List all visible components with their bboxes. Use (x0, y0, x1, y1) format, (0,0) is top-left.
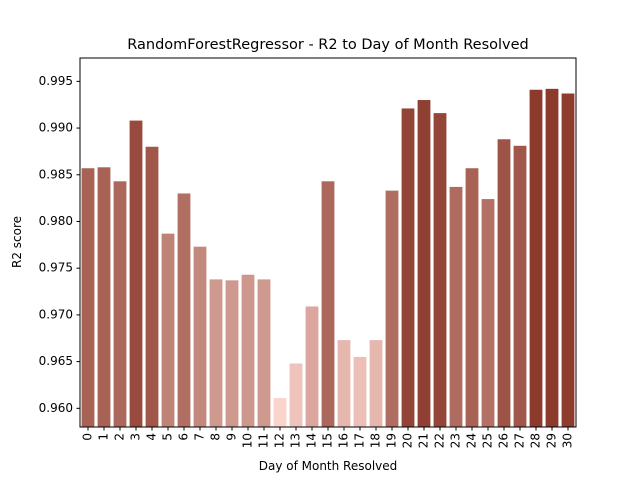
x-tick-label: 14 (305, 433, 319, 448)
bar-day-7 (193, 246, 207, 427)
x-tick-label: 13 (289, 433, 303, 448)
bar-day-19 (385, 190, 399, 427)
bar-day-17 (353, 356, 367, 427)
x-tick-label: 10 (241, 433, 255, 448)
bar-day-8 (209, 279, 223, 427)
bars-layer (81, 88, 575, 428)
x-tick-label: 0 (81, 433, 95, 441)
x-tick-label: 17 (353, 433, 367, 448)
bar-day-3 (129, 120, 143, 427)
bar-day-9 (225, 280, 239, 427)
y-tick-label: 0.965 (39, 354, 73, 368)
bar-day-16 (337, 340, 351, 427)
x-tick-label: 23 (449, 433, 463, 448)
bar-day-6 (177, 193, 191, 427)
bar-day-18 (369, 340, 383, 427)
x-tick-label: 26 (497, 433, 511, 448)
x-tick-label: 22 (433, 433, 447, 448)
x-tick-label: 5 (161, 433, 175, 441)
x-tick-label: 18 (369, 433, 383, 448)
bar-day-22 (433, 113, 447, 428)
x-tick-label: 21 (417, 433, 431, 448)
x-tick-label: 24 (465, 433, 479, 448)
bar-day-12 (273, 398, 287, 427)
y-tick-label: 0.960 (39, 401, 73, 415)
y-tick-label: 0.995 (39, 74, 73, 88)
y-axis-title: R2 score (10, 216, 24, 268)
bar-day-25 (481, 199, 495, 427)
y-tick-label: 0.990 (39, 121, 73, 135)
x-tick-label: 2 (113, 433, 127, 441)
x-tick-label: 7 (193, 433, 207, 441)
bar-day-0 (81, 168, 95, 428)
bar-day-27 (513, 145, 527, 427)
x-tick-label: 27 (513, 433, 527, 448)
y-tick-label: 0.980 (39, 214, 73, 228)
x-tick-label: 28 (529, 433, 543, 448)
bar-day-29 (545, 88, 559, 427)
bar-day-2 (113, 181, 127, 427)
bar-day-11 (257, 279, 271, 427)
x-tick-label: 11 (257, 433, 271, 448)
chart-title: RandomForestRegressor - R2 to Day of Mon… (127, 37, 529, 53)
x-axis-title: Day of Month Resolved (259, 459, 398, 473)
bar-day-13 (289, 363, 303, 427)
bar-day-4 (145, 146, 159, 427)
x-tick-label: 6 (177, 433, 191, 441)
x-tick-label: 30 (561, 433, 575, 448)
x-tick-label: 19 (385, 433, 399, 448)
bar-day-20 (401, 108, 415, 427)
x-tick-label: 29 (545, 433, 559, 448)
bar-day-23 (449, 186, 463, 427)
bar-day-14 (305, 306, 319, 427)
x-tick-label: 1 (97, 433, 111, 441)
y-tick-label: 0.985 (39, 167, 73, 181)
bar-day-1 (97, 167, 111, 428)
bar-day-24 (465, 168, 479, 428)
x-tick-label: 4 (145, 433, 159, 441)
x-tick-label: 8 (209, 433, 223, 441)
x-tick-label: 16 (337, 433, 351, 448)
bar-day-21 (417, 100, 431, 427)
bar-day-30 (561, 93, 575, 427)
y-tick-label: 0.970 (39, 307, 73, 321)
plot-frame (79, 57, 577, 428)
x-tick-label: 9 (225, 433, 239, 441)
bar-day-26 (497, 139, 511, 427)
bar-day-15 (321, 181, 335, 427)
bar-day-10 (241, 274, 255, 427)
bar-day-28 (529, 89, 543, 427)
x-tick-label: 3 (129, 433, 143, 441)
x-tick-label: 15 (321, 433, 335, 448)
x-tick-label: 12 (273, 433, 287, 448)
bar-day-5 (161, 233, 175, 427)
y-tick-label: 0.975 (39, 261, 73, 275)
x-ticks: 0 1 2 3 4 5 6 7 8 9 10 11 12 13 14 15 16 17 18 19 20 21 22 23 24… (81, 427, 575, 448)
y-ticks: 0.960 0.965 0.970 0.975 0.980 0.985 0.990 0.995 (39, 74, 80, 415)
x-tick-label: 20 (401, 433, 415, 448)
x-tick-label: 25 (481, 433, 495, 448)
